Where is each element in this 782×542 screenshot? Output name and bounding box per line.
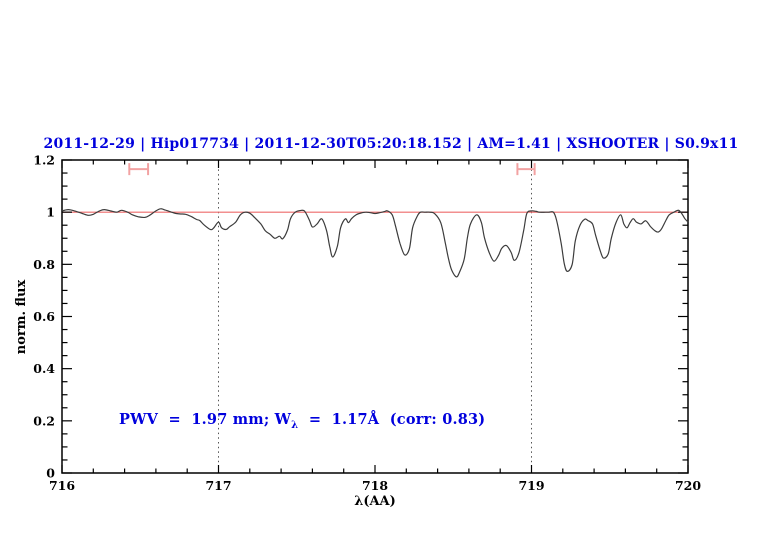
x-tick-label: 716 bbox=[49, 478, 75, 493]
annotation-text-post: = 1.17Å (corr: 0.83) bbox=[298, 411, 486, 428]
x-tick-label: 717 bbox=[205, 478, 231, 493]
x-tick-label: 718 bbox=[362, 478, 388, 493]
y-tick-label: 1 bbox=[46, 205, 55, 220]
plot-frame bbox=[61, 159, 689, 474]
y-tick-label: 1.2 bbox=[33, 153, 55, 168]
y-tick-label: 0.4 bbox=[33, 361, 55, 376]
y-tick-label: 0.6 bbox=[33, 309, 55, 324]
y-tick-label: 0 bbox=[46, 466, 55, 481]
tick-labels: 716 717 718 719 720 0 0.2 0.4 0.6 0.8 1 1.2 bbox=[33, 153, 701, 494]
annotation-text-pre: PWV = 1.97 mm; W bbox=[119, 411, 292, 428]
x-tick-label: 719 bbox=[518, 478, 544, 493]
x-axis-label: λ(AA) bbox=[354, 494, 396, 509]
pwv-annotation: PWV = 1.97 mm; Wλ = 1.17Å (corr: 0.83) bbox=[119, 411, 485, 431]
annotation-lambda-subscript: λ bbox=[291, 419, 299, 431]
spectrum-line bbox=[61, 208, 689, 278]
y-tick-label: 0.2 bbox=[33, 413, 55, 428]
plot-title: 2011-12-29 | Hip017734 | 2011-12-30T05:2… bbox=[43, 136, 739, 152]
y-tick-label: 0.8 bbox=[33, 257, 55, 272]
x-tick-label: 720 bbox=[675, 478, 701, 493]
line-region-markers bbox=[128, 163, 536, 176]
